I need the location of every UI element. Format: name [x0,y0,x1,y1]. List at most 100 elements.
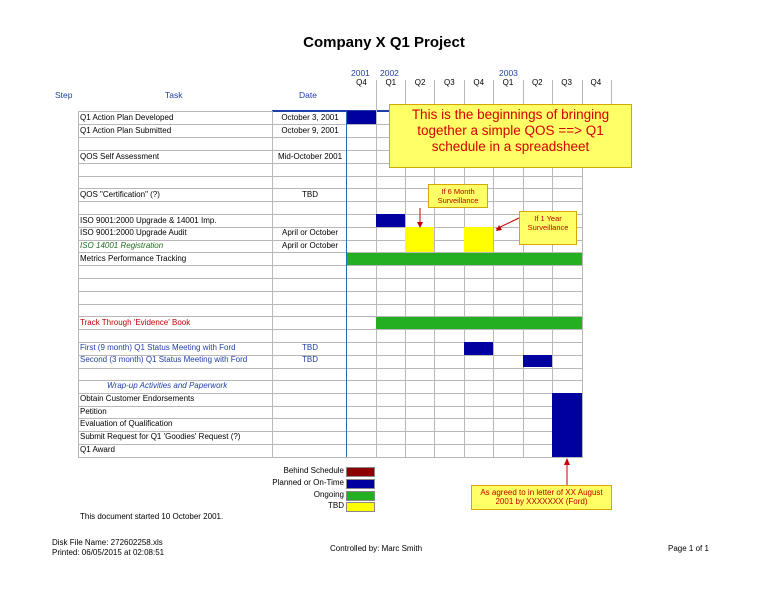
legend-ongoing-swatch [346,491,375,501]
task-row: Wrap-up Activities and Paperwork [107,381,228,390]
agreed-callout: As agreed to in letter of XX August 2001… [471,485,612,510]
grid-column-line [78,111,79,457]
legend-planned-label: Planned or On-Time [272,478,344,487]
grid-column-line [434,80,435,457]
grid-column-line [464,80,465,457]
date-header: Date [299,90,317,100]
controlled-by: Controlled by: Marc Smith [330,544,423,553]
year-2003: 2003 [499,68,518,78]
quarter-label: Q3 [444,78,455,87]
grid-row-line [78,342,583,343]
grid-row-line [78,431,583,432]
grid-row-line [78,240,583,241]
page-number: Page 1 of 1 [668,544,709,553]
task-row: QOS Self Assessment [80,152,160,161]
task-row: QOS "Certification" (?) [80,190,160,199]
grid-row-line [78,137,583,138]
grid-row-line [78,291,583,292]
grid-column-line [611,80,612,110]
disk-file-name: Disk File Name: 272602258.xls [52,538,163,547]
bar-metrics [347,253,582,265]
printed-date: Printed: 06/05/2015 at 02:08:51 [52,548,165,557]
task-date: October 3, 2001 [281,113,339,122]
grid-row-line [78,304,583,305]
quarter-label: Q4 [356,78,367,87]
legend-behind-label: Behind Schedule [283,466,345,475]
task-date: TBD [302,190,318,199]
grid-row-line [78,406,583,407]
quarter-label: Q2 [414,78,426,87]
grid-column-line [405,80,406,457]
quarter-label: Q4 [590,78,602,87]
legend-behind-swatch [346,467,375,477]
grid-row-line [78,368,583,369]
task-header: Task [165,90,183,100]
grid-row-line [78,163,583,164]
grid-column-line [346,111,347,457]
grid-row-line [78,188,583,189]
year-2001: 2001 [351,68,370,78]
task-row: ISO 9001:2000 Upgrade Audit [80,228,187,237]
grid-row-line [78,278,583,279]
bar-second-meeting [523,355,552,367]
task-row: ISO 14001 Registration [80,241,164,250]
legend-planned-swatch [346,479,375,489]
main-callout: This is the beginnings of bringing toget… [389,104,632,168]
quarter-label: Q3 [561,78,572,87]
grid-column-line [493,80,494,457]
grid-row-line [78,316,583,317]
grid-row-line [78,355,583,356]
grid-row-line [78,150,583,151]
grid-row-line [78,227,583,228]
bar-iso-upgrade [376,214,405,227]
grid-row-line [78,457,583,458]
grid-row-line [78,124,583,125]
bar-first-meeting [464,342,493,355]
page-title: Company X Q1 Project [303,34,465,51]
bar-audit-2 [464,227,493,252]
quarter-label: Q1 [502,78,514,87]
year-2002: 2002 [380,68,399,78]
task-row: Evaluation of Qualification [80,419,173,428]
grid-column-line [582,80,583,457]
grid-row-line [78,201,583,202]
legend-tbd-swatch [346,502,375,512]
quarter-label: Q4 [473,78,485,87]
task-row: First (9 month) Q1 Status Meeting with F… [80,343,236,352]
task-row: Second (3 month) Q1 Status Meeting with … [80,355,248,364]
task-row: ISO 9001:2000 Upgrade & 14001 Imp. [80,216,217,225]
grid-column-line [272,111,273,457]
grid-row-line [78,214,583,215]
one-year-callout: If 1 Year Surveillance [519,211,577,245]
step-header: Step [55,90,73,100]
task-row: Petition [80,407,107,416]
task-row: Obtain Customer Endorsements [80,394,195,403]
grid-column-line [552,80,553,457]
task-date: TBD [302,343,318,352]
grid-row-line [78,252,583,253]
legend-tbd-label: TBD [328,501,344,510]
task-date: April or October [281,241,339,250]
task-row: Q1 Action Plan Submitted [80,126,172,135]
six-month-callout: If 6 Month Surveillance [428,184,488,208]
quarter-label: Q1 [385,78,397,87]
task-date: April or October [281,228,339,237]
bar-action-plan [347,111,376,124]
grid-row-line [78,393,583,394]
document-started-note: This document started 10 October 2001. [80,512,224,521]
grid-row-line [78,176,583,177]
quarter-label: Q2 [531,78,543,87]
task-row: Metrics Performance Tracking [80,254,187,263]
task-row: Submit Request for Q1 'Goodies' Request … [80,432,241,441]
grid-row-line [78,418,583,419]
task-row: Q1 Action Plan Developed [80,113,174,122]
task-date: TBD [302,355,318,364]
grid-row-line [78,380,583,381]
task-date: Mid-October 2001 [277,152,343,161]
grid-row-line [78,265,583,266]
bar-evidence [376,317,582,329]
grid-column-line [523,80,524,457]
grid-row-line [78,329,583,330]
legend-ongoing-label: Ongoing [313,490,344,499]
